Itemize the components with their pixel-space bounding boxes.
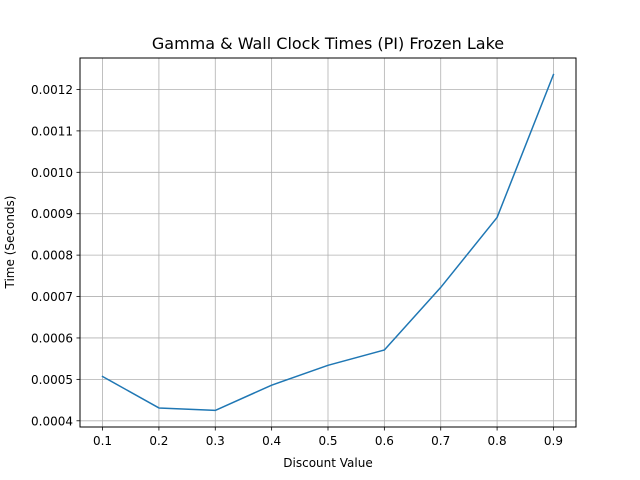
y-tick-label: 0.0007	[31, 290, 73, 304]
ticks: 0.1 0.2 0.3 0.4 0.5 0.6 0.7 0.8 0.9 0.0004 0.0005 0…	[31, 83, 563, 448]
data-point	[101, 375, 103, 377]
grid	[80, 58, 576, 427]
x-tick-label: 0.1	[93, 434, 112, 448]
x-tick-label: 0.2	[149, 434, 168, 448]
y-tick-label: 0.0011	[31, 124, 73, 138]
series-group	[101, 73, 555, 412]
x-axis-title: Discount Value	[283, 456, 372, 470]
x-tick-label: 0.4	[262, 434, 281, 448]
data-point	[158, 407, 160, 409]
data-point	[383, 349, 385, 351]
data-point	[496, 216, 498, 218]
y-axis-title: Time (Seconds)	[3, 196, 17, 290]
y-tick-label: 0.0012	[31, 83, 73, 97]
x-tick-label: 0.8	[488, 434, 507, 448]
series-line	[101, 73, 555, 412]
data-point	[270, 384, 272, 386]
chart-title: Gamma & Wall Clock Times (PI) Frozen Lak…	[152, 34, 504, 53]
data-point	[214, 409, 216, 411]
data-point	[440, 286, 442, 288]
x-tick-label: 0.6	[375, 434, 394, 448]
y-tick-label: 0.0006	[31, 331, 73, 345]
x-tick-label: 0.7	[431, 434, 450, 448]
data-point	[552, 73, 554, 75]
x-tick-label: 0.5	[318, 434, 337, 448]
x-tick-label: 0.9	[544, 434, 563, 448]
y-tick-label: 0.0004	[31, 414, 73, 428]
data-point	[327, 364, 329, 366]
y-tick-label: 0.0009	[31, 207, 73, 221]
y-tick-label: 0.0008	[31, 249, 73, 263]
x-tick-label: 0.3	[206, 434, 225, 448]
y-tick-label: 0.0010	[31, 166, 73, 180]
y-tick-label: 0.0005	[31, 373, 73, 387]
